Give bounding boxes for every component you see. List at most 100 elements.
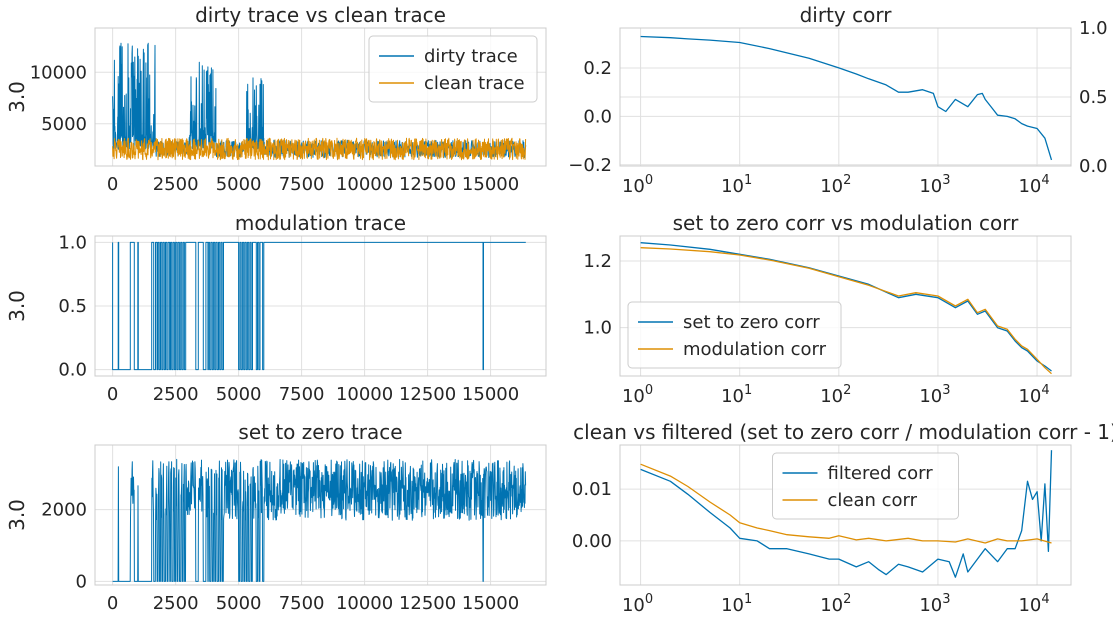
chart-panel-dirty-vs-clean-trace: 0 2500 5000 7500 10000 12500 15000 5000 10000 dir… — [5, 3, 547, 195]
y-tick-label: 5000 — [41, 114, 87, 135]
plot-area-frame — [94, 27, 547, 167]
plot-area-frame — [94, 444, 547, 586]
legend-frame — [627, 301, 842, 369]
x-tick-label: 101 — [721, 173, 752, 197]
x-tick-exponent: 4 — [1041, 173, 1049, 188]
y-tick-label: 0.01 — [572, 479, 612, 500]
y-tick-label: 10000 — [30, 62, 87, 83]
x-tick-exponent: 3 — [942, 383, 950, 398]
x-tick-label: 2500 — [153, 174, 199, 195]
series-0-line — [112, 241, 526, 371]
chart-title: clean vs filtered (set to zero corr / mo… — [573, 420, 1113, 444]
x-tick-exponent: 0 — [645, 592, 653, 607]
legend-frame — [368, 35, 538, 103]
x-tick-exponent: 3 — [942, 592, 950, 607]
plot-area-frame — [94, 235, 547, 377]
x-tick-exponent: 0 — [645, 173, 653, 188]
x-tick-label: 10000 — [336, 384, 393, 405]
legend-label: dirty trace — [424, 46, 518, 67]
x-tick-label: 100 — [622, 173, 653, 197]
y-tick-label: 0.0 — [58, 360, 87, 381]
y2-tick-label: 0.0 — [1079, 156, 1108, 177]
plot-lines — [640, 35, 1053, 161]
chart-panel-modulation-trace: 0 2500 5000 7500 10000 12500 15000 0.0 0.5 1.0 mod… — [5, 211, 547, 405]
chart-panel-dirty-corr: 100 101 102 103 104−0.20.00.20.00.51.0dirty … — [568, 3, 1107, 197]
x-tick-exponent: 0 — [645, 383, 653, 398]
x-tick-label: 104 — [1018, 592, 1049, 616]
chart-title: modulation trace — [235, 211, 406, 235]
x-tick-exponent: 4 — [1041, 383, 1049, 398]
plot-area-frame — [619, 27, 1072, 167]
y-axis-label: 3.0 — [5, 290, 29, 322]
series-0-line — [640, 35, 1053, 161]
y-axis-label: 3.0 — [5, 499, 29, 531]
filtered-corr-line — [640, 450, 1053, 578]
x-tick-label: 100 — [622, 383, 653, 407]
x-tick-label: 15000 — [462, 593, 519, 614]
legend-label: set to zero corr — [683, 312, 820, 333]
x-tick-label: 12500 — [399, 384, 456, 405]
y-tick-label: 1.0 — [583, 318, 612, 339]
y-tick-label: 2000 — [41, 500, 87, 521]
chart-title: set to zero corr vs modulation corr — [673, 211, 1020, 235]
clean-corr-line — [640, 463, 1052, 544]
x-tick-label: 101 — [721, 592, 752, 616]
legend: filtered corr clean corr — [772, 452, 959, 520]
legend-label: clean corr — [828, 490, 918, 511]
plot-area-frame — [619, 444, 1072, 586]
x-tick-exponent: 2 — [843, 173, 851, 188]
x-tick-label: 102 — [820, 173, 851, 197]
y-tick-label: −0.2 — [568, 155, 612, 176]
x-tick-label: 0 — [107, 174, 118, 195]
x-tick-exponent: 1 — [744, 173, 752, 188]
y-tick-label: 0.5 — [58, 296, 87, 317]
x-tick-label: 15000 — [462, 174, 519, 195]
x-tick-label: 7500 — [279, 174, 325, 195]
x-tick-label: 5000 — [216, 174, 262, 195]
x-tick-label: 0 — [107, 384, 118, 405]
chart-title: dirty corr — [800, 3, 893, 27]
x-tick-label: 104 — [1018, 173, 1049, 197]
x-tick-label: 7500 — [279, 384, 325, 405]
y-tick-label: 1.2 — [583, 251, 612, 272]
legend: dirty trace clean trace — [368, 35, 538, 103]
y-tick-label: 0.0 — [583, 106, 612, 127]
modulation-corr-line — [640, 247, 1052, 375]
legend-frame — [772, 452, 959, 520]
legend-label: modulation corr — [683, 339, 827, 360]
x-tick-exponent: 3 — [942, 173, 950, 188]
x-tick-label: 12500 — [399, 593, 456, 614]
x-tick-label: 103 — [919, 383, 950, 407]
x-tick-label: 15000 — [462, 384, 519, 405]
x-tick-label: 2500 — [153, 593, 199, 614]
plot-lines — [640, 242, 1052, 375]
x-tick-label: 0 — [107, 593, 118, 614]
plot-lines — [112, 458, 527, 582]
x-tick-label: 103 — [919, 173, 950, 197]
y2-tick-label: 0.5 — [1079, 87, 1108, 108]
x-tick-label: 2500 — [153, 384, 199, 405]
legend-label: clean trace — [424, 73, 525, 94]
x-tick-label: 5000 — [216, 593, 262, 614]
chart-title: dirty trace vs clean trace — [195, 3, 446, 27]
x-tick-label: 7500 — [279, 593, 325, 614]
y-tick-label: 0.00 — [572, 531, 612, 552]
x-tick-label: 102 — [820, 383, 851, 407]
x-tick-exponent: 2 — [843, 592, 851, 607]
x-tick-label: 10000 — [336, 174, 393, 195]
legend-label: filtered corr — [828, 463, 934, 484]
y2-tick-label: 1.0 — [1079, 18, 1108, 39]
x-tick-exponent: 1 — [744, 592, 752, 607]
x-tick-label: 10000 — [336, 593, 393, 614]
plot-lines — [640, 450, 1053, 578]
clean-trace-line — [112, 137, 527, 161]
plot-area-frame — [619, 235, 1072, 377]
legend: set to zero corr modulation corr — [627, 301, 842, 369]
x-tick-exponent: 2 — [843, 383, 851, 398]
plot-lines — [112, 42, 527, 161]
set-to-zero-corr-line — [640, 242, 1052, 372]
series-0-line — [112, 458, 527, 582]
